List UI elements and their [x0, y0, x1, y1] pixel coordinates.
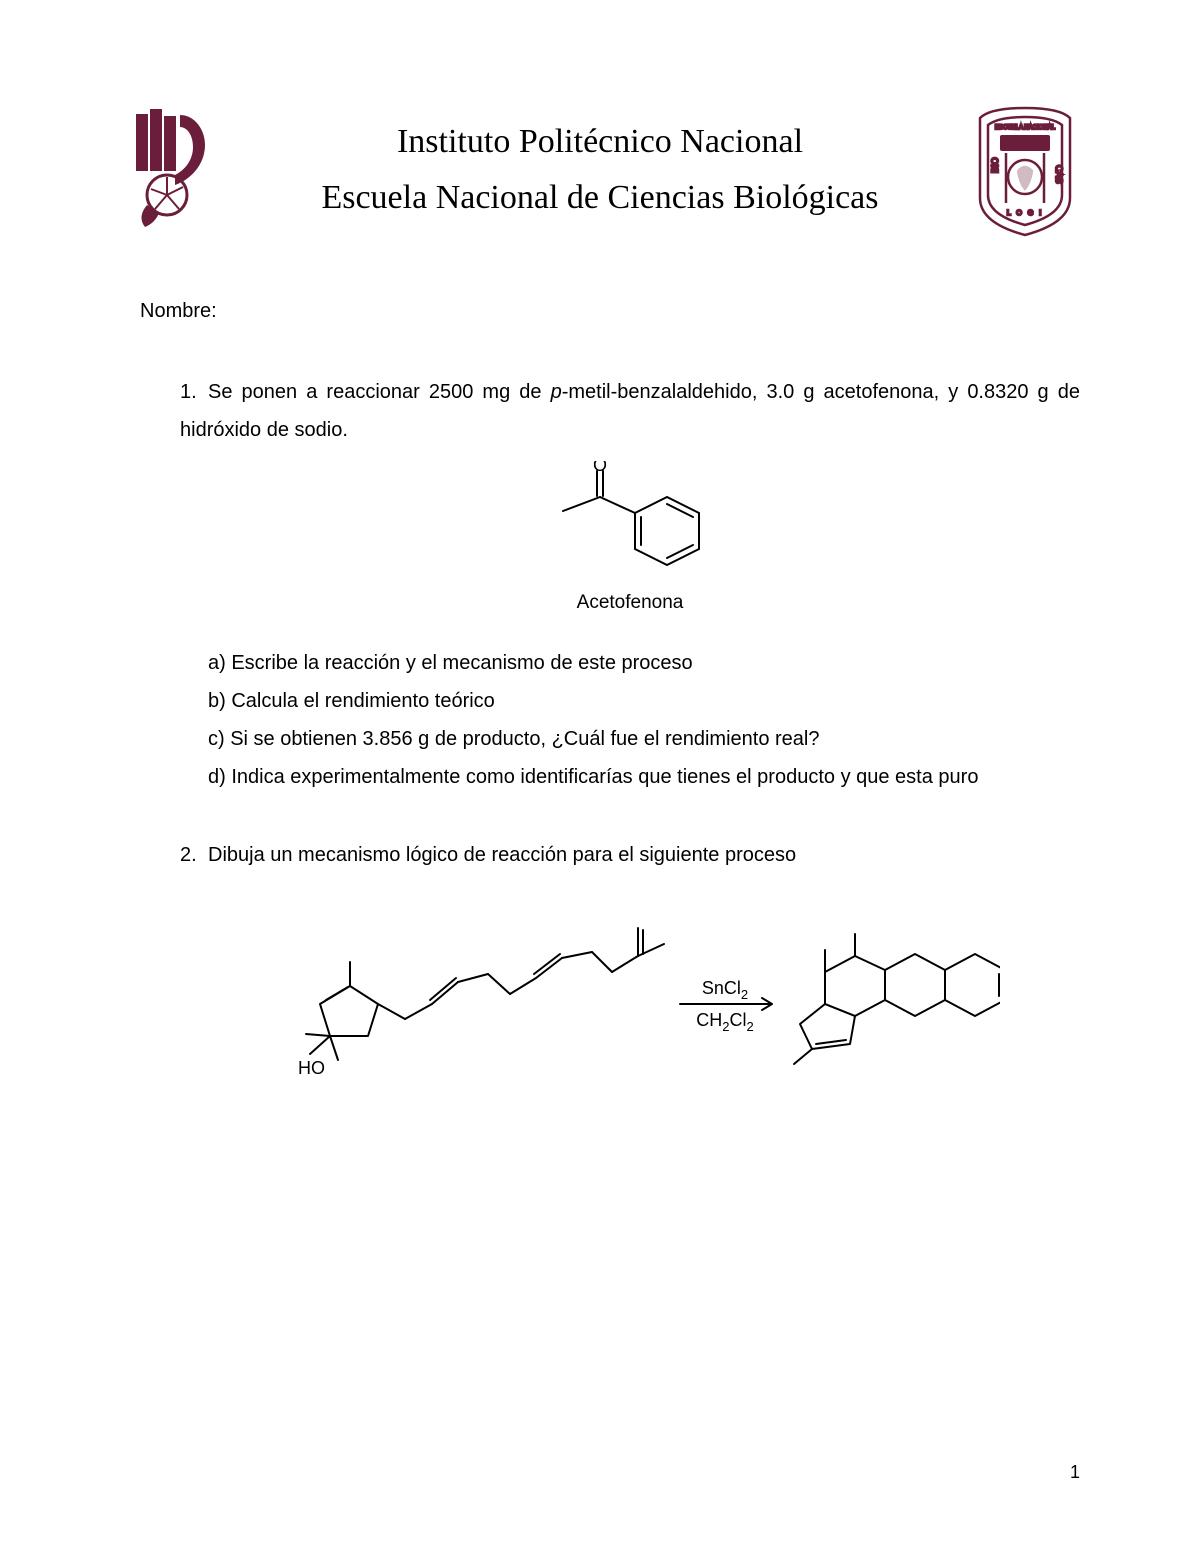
content-body: 1.Se ponen a reaccionar 2500 mg de p-met…: [180, 373, 1080, 1094]
q1-item-c: c) Si se obtienen 3.856 g de producto, ¿…: [208, 720, 1080, 758]
q1-text-italic: p: [551, 381, 562, 403]
q1-item-a: a) Escribe la reacción y el mecanismo de…: [208, 644, 1080, 682]
q1-item-d: d) Indica experimentalmente como identif…: [208, 758, 1080, 796]
figure-1-label: Acetofenona: [180, 592, 1080, 614]
svg-text:CAS: CAS: [1054, 165, 1064, 184]
page-header: Instituto Politécnico Nacional Escuela N…: [120, 100, 1080, 240]
q2-number: 2.: [180, 836, 208, 874]
encb-logo: CIENCIAS BIO CAS ESCUELA NACIONAL L O G …: [970, 100, 1080, 240]
q2-text: Dibuja un mecanismo lógico de reacción p…: [208, 844, 796, 866]
question-1-sublist: a) Escribe la reacción y el mecanismo de…: [208, 644, 1080, 796]
question-2-stem: 2.Dibuja un mecanismo lógico de reacción…: [180, 836, 1080, 874]
reagent-top: SnCl2: [702, 978, 748, 1002]
svg-text:ESCUELA NACIONAL: ESCUELA NACIONAL: [995, 125, 1056, 131]
header-titles: Instituto Politécnico Nacional Escuela N…: [230, 123, 970, 217]
figure-acetophenone: O Acetofenona: [180, 461, 1080, 614]
ho-label: HO: [298, 1058, 325, 1078]
svg-text:L O G I: L O G I: [1007, 210, 1043, 217]
q1-item-b: b) Calcula el rendimiento teórico: [208, 682, 1080, 720]
title-line-1: Instituto Politécnico Nacional: [240, 123, 960, 161]
svg-text:O: O: [593, 461, 607, 475]
page: Instituto Politécnico Nacional Escuela N…: [0, 0, 1200, 1154]
q1-number: 1.: [180, 373, 208, 411]
title-line-2: Escuela Nacional de Ciencias Biológicas: [240, 179, 960, 217]
ipn-logo: [120, 100, 230, 240]
svg-text:BIO: BIO: [990, 157, 1000, 173]
reagent-bottom: CH2Cl2: [696, 1010, 753, 1034]
figure-reaction-scheme: HO: [180, 904, 1080, 1094]
question-1-stem: 1.Se ponen a reaccionar 2500 mg de p-met…: [180, 373, 1080, 449]
name-label: Nombre:: [140, 300, 1080, 323]
svg-text:CIENCIAS: CIENCIAS: [1001, 139, 1049, 150]
q1-text-pre: Se ponen a reaccionar 2500 mg de: [208, 381, 551, 403]
page-number: 1: [1070, 1462, 1080, 1483]
